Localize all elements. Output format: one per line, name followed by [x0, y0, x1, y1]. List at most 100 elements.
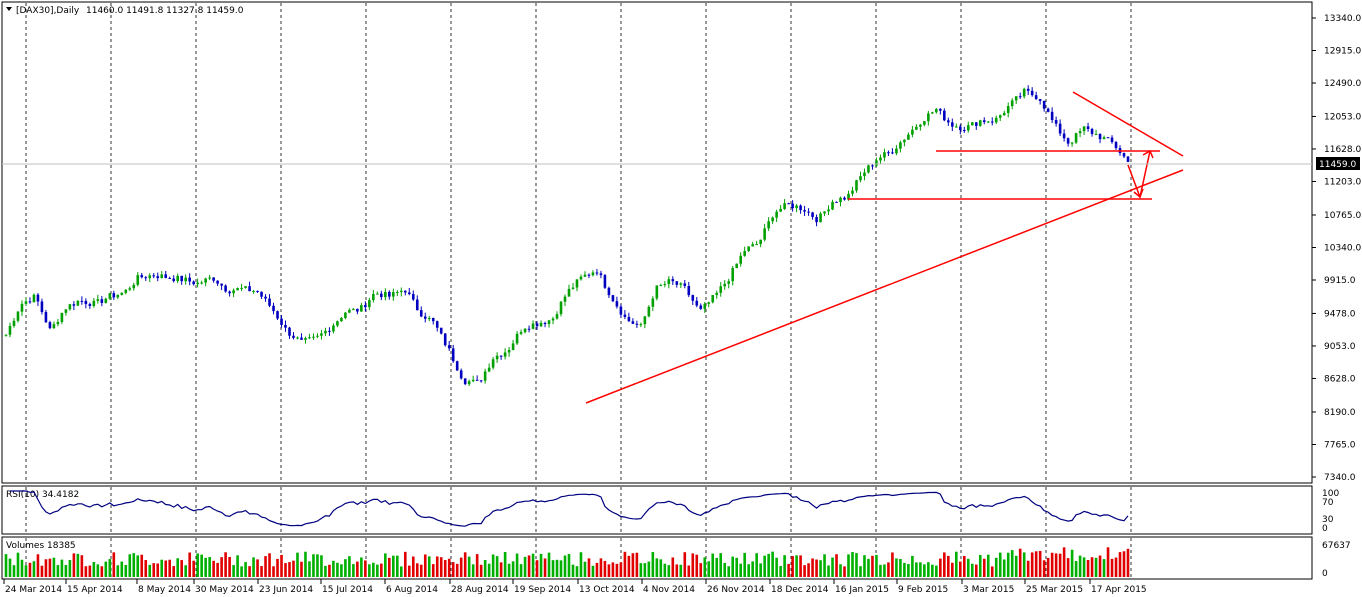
volume-bar [352, 564, 355, 577]
volume-bar [707, 561, 711, 577]
candle-body [407, 292, 411, 295]
time-tick-label: 15 Jul 2014 [322, 585, 373, 595]
volume-bar [431, 564, 435, 577]
volume-bar [224, 552, 227, 577]
candle-body [459, 370, 463, 379]
volume-bar [84, 566, 88, 577]
volume-bar [411, 556, 415, 577]
candle-body [1038, 99, 1042, 101]
volume-bars [4, 547, 1130, 577]
candle-body [487, 367, 491, 372]
volume-bar [220, 557, 223, 577]
volume-bar [44, 559, 48, 577]
candle-body [903, 139, 906, 143]
volume-bar [475, 554, 479, 577]
volume-bar [264, 556, 267, 577]
candle-body [388, 291, 391, 297]
candle-body [196, 282, 199, 285]
volume-bar [208, 557, 211, 577]
volume-bar [236, 555, 239, 577]
time-tick-label: 26 Nov 2014 [707, 585, 765, 595]
volume-bar [911, 555, 914, 577]
volume-bar [887, 562, 890, 577]
candle-body [84, 300, 88, 305]
chevron-down-icon[interactable] [6, 7, 12, 11]
volume-bar [591, 565, 595, 577]
descending-trendline [1072, 91, 1184, 157]
volume-bar [336, 562, 339, 577]
candle-body [399, 290, 403, 292]
volume-bar [791, 556, 794, 577]
time-tick-label: 28 Aug 2014 [451, 585, 509, 595]
volume-bar [28, 562, 32, 577]
current-price-label: 11459.0 [1319, 160, 1356, 170]
candle-body [955, 126, 958, 128]
volume-bar [1046, 557, 1050, 577]
candle-body [308, 337, 311, 339]
candle-body [1054, 120, 1058, 124]
candle-body [100, 299, 104, 303]
candle-body [12, 320, 16, 327]
candle-body [224, 285, 227, 292]
candle-body [8, 326, 12, 335]
candle-body [1098, 133, 1102, 140]
volume-bar [248, 566, 251, 577]
candle-body [799, 205, 802, 211]
volume-bar [156, 563, 160, 577]
price-tick-label: 8628.0 [1324, 374, 1356, 384]
volume-bar [384, 553, 387, 577]
volume-bar [1054, 553, 1058, 577]
candle-body [699, 305, 703, 309]
candle-body [523, 328, 527, 333]
candle-body [431, 318, 435, 322]
time-tick-label: 3 Mar 2015 [963, 585, 1014, 595]
volume-bar [915, 562, 918, 577]
candle-body [871, 165, 874, 167]
volume-bar [1110, 558, 1114, 577]
candle-body [64, 309, 68, 313]
volume-bar [571, 564, 575, 577]
volume-bar [124, 564, 128, 577]
volume-bar [839, 564, 842, 577]
candle-body [260, 291, 263, 297]
candle-body [615, 301, 619, 307]
volume-bar [288, 562, 291, 577]
candle-body [144, 277, 148, 279]
volume-bar [807, 563, 810, 577]
candle-body [88, 304, 92, 306]
candle-body [491, 359, 495, 368]
price-tick-label: 12915.0 [1324, 47, 1361, 57]
candle-body [1062, 133, 1066, 139]
volume-bar [779, 566, 782, 577]
volume-bar [499, 562, 503, 577]
candle-body [599, 273, 603, 276]
candle-body [619, 306, 623, 315]
volume-bar [899, 558, 902, 577]
candle-body [1090, 128, 1094, 135]
candle-body [1114, 142, 1118, 149]
volume-bar [903, 562, 906, 577]
candle-body [324, 330, 327, 334]
price-tick-label: 8190.0 [1324, 408, 1356, 418]
volume-bar [256, 559, 259, 577]
time-tick-label: 8 May 2014 [138, 585, 191, 595]
volume-bar [823, 554, 826, 577]
candle-body [16, 311, 20, 321]
candle-body [935, 108, 938, 113]
candle-body [439, 327, 443, 334]
volume-bar [108, 559, 112, 577]
volume-bar [1042, 560, 1046, 577]
volume-bar [543, 558, 547, 577]
price-tick-label: 11628.0 [1324, 145, 1361, 155]
volume-bar [435, 556, 439, 577]
time-tick-label: 4 Nov 2014 [643, 585, 695, 595]
price-tick-label: 7340.0 [1324, 473, 1356, 483]
volume-bar [583, 561, 587, 577]
candle-body [184, 277, 187, 282]
candle-body [635, 323, 639, 325]
volume-bar [308, 561, 311, 577]
candle-body [723, 283, 727, 287]
candle-body [320, 333, 323, 336]
candle-body [627, 316, 631, 322]
volume-bar [192, 560, 195, 577]
